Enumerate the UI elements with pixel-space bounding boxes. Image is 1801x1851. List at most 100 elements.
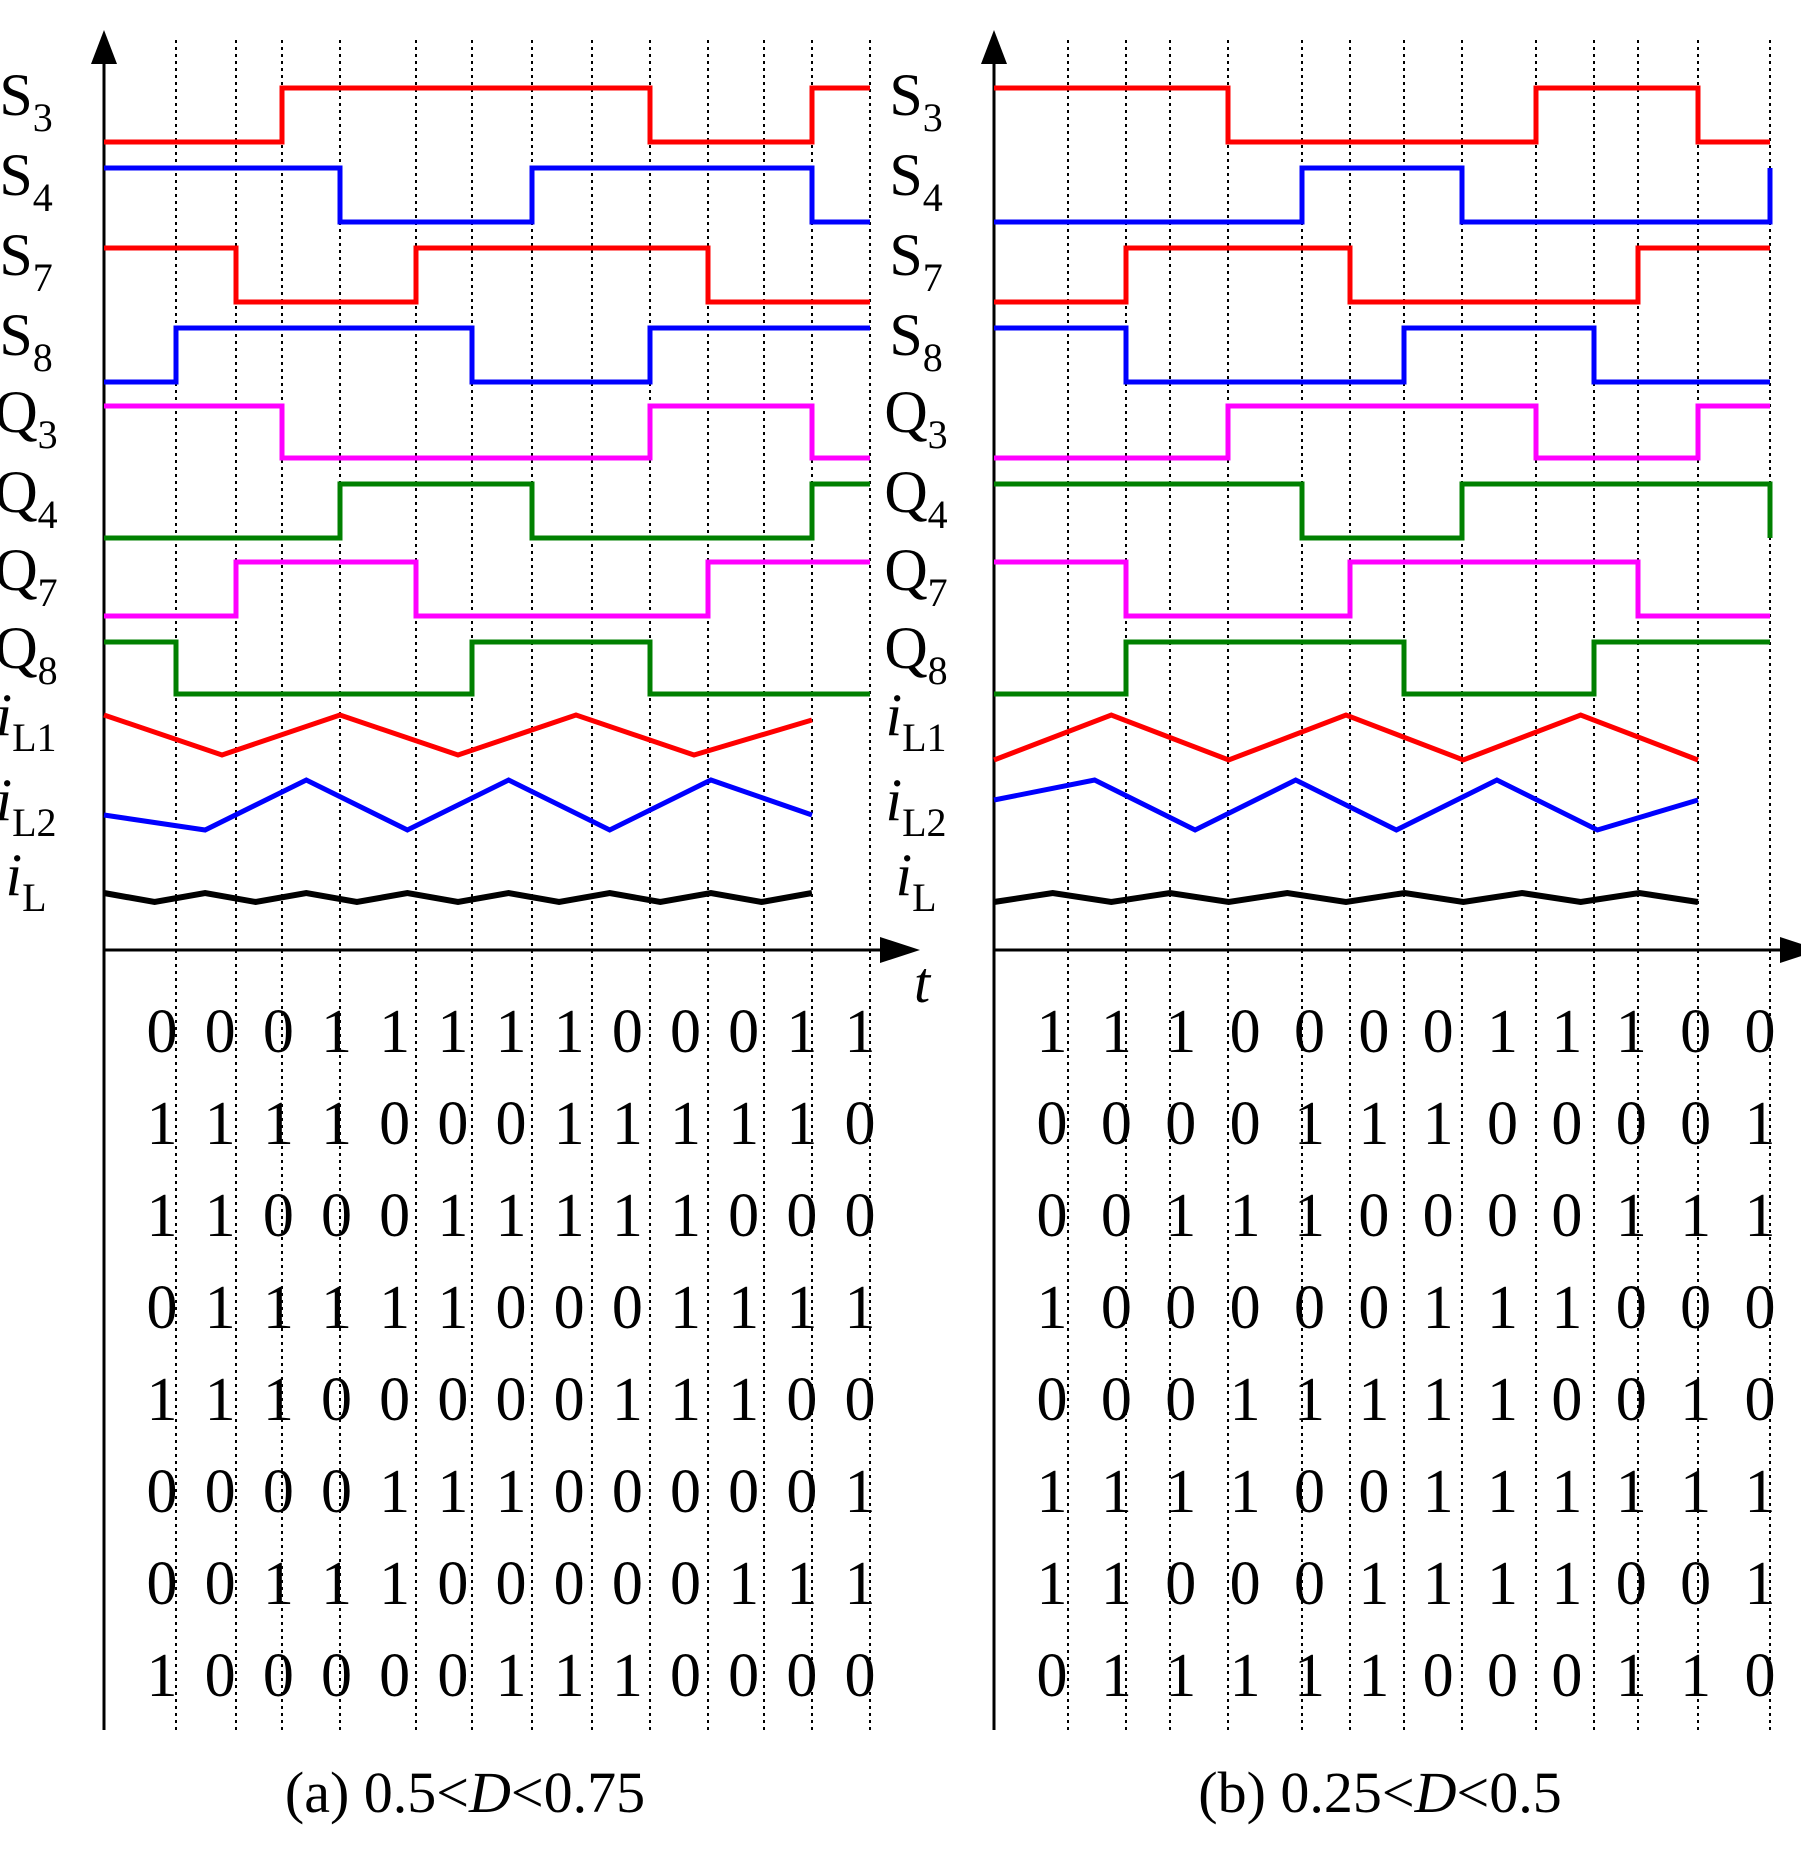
- signal-label-base: i: [0, 767, 12, 833]
- state-bit: 0: [612, 1458, 643, 1526]
- state-bit: 1: [1423, 1550, 1454, 1618]
- state-bit: 0: [147, 998, 178, 1066]
- state-bit: 1: [1294, 1366, 1325, 1434]
- state-bit: 0: [437, 1642, 468, 1710]
- state-bit: 1: [496, 998, 527, 1066]
- state-bit: 0: [1487, 1182, 1518, 1250]
- caption-variable: D: [468, 1760, 511, 1825]
- state-bit: 1: [1358, 1366, 1389, 1434]
- state-bit: 0: [612, 998, 643, 1066]
- state-bit: 0: [1165, 1090, 1196, 1158]
- state-bit: 0: [1551, 1642, 1582, 1710]
- state-bit: 1: [147, 1090, 178, 1158]
- state-bit: 1: [1423, 1090, 1454, 1158]
- signal-label-iL: iL: [895, 842, 936, 920]
- y-axis-arrow: [91, 30, 117, 64]
- signal-label-base: Q: [0, 537, 38, 603]
- state-bit: 0: [205, 1550, 236, 1618]
- signal-label-sub: 8: [38, 648, 58, 693]
- current-iL2: [103, 777, 813, 833]
- state-bit: 1: [1745, 1090, 1776, 1158]
- signal-label-sub: L2: [902, 800, 946, 845]
- state-bit: 0: [1487, 1090, 1518, 1158]
- state-bit: 0: [379, 1366, 410, 1434]
- waveform-S8: [104, 325, 870, 385]
- state-bit: 0: [1423, 1642, 1454, 1710]
- waveform-Q8: [104, 639, 870, 697]
- state-bit: 0: [1165, 1366, 1196, 1434]
- state-bit: 1: [1101, 1642, 1132, 1710]
- state-bit: 0: [496, 1366, 527, 1434]
- state-bit: 0: [437, 1366, 468, 1434]
- y-axis-arrow: [981, 30, 1007, 64]
- state-bit: 0: [728, 1642, 759, 1710]
- state-bit: 1: [1165, 1642, 1196, 1710]
- signal-label-sub: 3: [33, 95, 53, 140]
- signal-label-S8: S8: [889, 302, 942, 380]
- state-bit: 1: [786, 1550, 817, 1618]
- state-bit: 0: [670, 1458, 701, 1526]
- time-axis-label: t: [914, 950, 932, 1015]
- state-bit: 1: [1680, 1458, 1711, 1526]
- state-bit: 1: [205, 1274, 236, 1342]
- state-bit: 0: [612, 1550, 643, 1618]
- state-bit: 1: [1294, 1182, 1325, 1250]
- state-bit: 0: [845, 1366, 876, 1434]
- time-axis-arrow: [1780, 937, 1801, 963]
- state-bit: 0: [263, 1182, 294, 1250]
- signal-label-S7: S7: [889, 222, 942, 300]
- state-bit: 1: [612, 1182, 643, 1250]
- signal-label-sub: 8: [923, 335, 943, 380]
- waveform-S7: [994, 245, 1770, 305]
- state-bit: 1: [728, 1366, 759, 1434]
- time-axis-arrow: [880, 937, 920, 963]
- state-bit: 1: [263, 1550, 294, 1618]
- state-bit: 0: [1745, 998, 1776, 1066]
- state-bit: 0: [1037, 1366, 1068, 1434]
- state-bit: 1: [437, 998, 468, 1066]
- state-bit: 0: [496, 1274, 527, 1342]
- state-bit: 1: [1230, 1642, 1261, 1710]
- state-bit: 1: [263, 1090, 294, 1158]
- state-bit: 0: [321, 1366, 352, 1434]
- signal-label-S4: S4: [889, 142, 942, 220]
- state-bit: 1: [845, 1274, 876, 1342]
- state-bit: 1: [147, 1182, 178, 1250]
- signal-label-base: Q: [884, 537, 927, 603]
- signal-label-base: S: [889, 222, 922, 288]
- signal-label-base: i: [885, 682, 902, 748]
- state-bit: 0: [554, 1274, 585, 1342]
- state-bit: 1: [437, 1458, 468, 1526]
- state-bit: 1: [554, 1090, 585, 1158]
- state-bit: 0: [1423, 998, 1454, 1066]
- state-bit: 1: [1487, 1458, 1518, 1526]
- state-bit: 1: [1037, 1550, 1068, 1618]
- signal-label-base: i: [895, 842, 912, 908]
- signal-label-sub: L1: [902, 715, 946, 760]
- current-iL1: [993, 712, 1699, 763]
- signal-label-base: S: [889, 302, 922, 368]
- state-bit: 0: [1680, 1550, 1711, 1618]
- caption-suffix: <0.5: [1457, 1760, 1562, 1825]
- state-bit: 0: [1745, 1366, 1776, 1434]
- signal-label-Q4: Q4: [884, 459, 947, 537]
- state-bit: 1: [670, 1366, 701, 1434]
- signal-label-Q4: Q4: [0, 459, 58, 537]
- waveform-S4: [104, 165, 870, 225]
- state-bit: 1: [321, 1274, 352, 1342]
- waveform-S4: [994, 165, 1773, 225]
- state-bit: 1: [612, 1090, 643, 1158]
- state-bit: 1: [321, 1090, 352, 1158]
- current-iL: [103, 889, 813, 906]
- state-bit: 0: [1616, 1274, 1647, 1342]
- state-bit: 1: [728, 1274, 759, 1342]
- state-bit: 0: [205, 998, 236, 1066]
- signal-label-sub: 7: [928, 570, 948, 615]
- signal-label-iL1: iL1: [0, 682, 57, 760]
- state-bit: 0: [786, 1642, 817, 1710]
- state-bit: 1: [1423, 1366, 1454, 1434]
- state-bit: 1: [321, 1550, 352, 1618]
- signal-label-sub: L2: [12, 800, 56, 845]
- state-bit: 1: [845, 998, 876, 1066]
- state-bit: 0: [1101, 1366, 1132, 1434]
